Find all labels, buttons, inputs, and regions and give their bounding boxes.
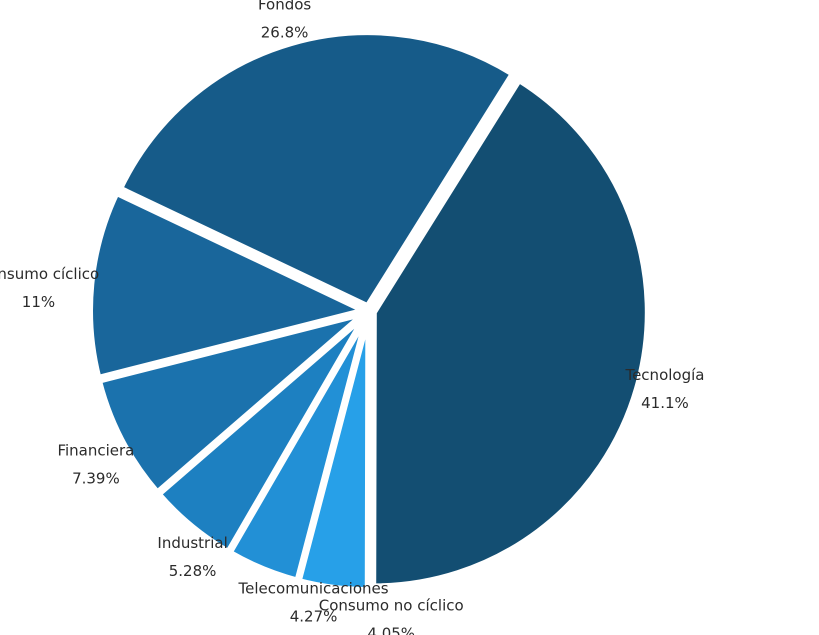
slice-percent: 7.39%	[72, 469, 120, 487]
slice-percent: 5.28%	[169, 562, 217, 580]
slice-name: Consumo no cíclico	[319, 596, 464, 614]
slice-name: Fondos	[258, 0, 311, 13]
pie-slices	[87, 29, 651, 593]
label-industrial: Industrial 5.28%	[157, 534, 227, 580]
pie-labels: Tecnología 41.1%Consumo no cíclico 4.05%Te…	[0, 0, 704, 635]
label-consumo-ciclico: Consumo cíclico 11%	[0, 265, 99, 311]
label-fondos: Fondos 26.8%	[258, 0, 311, 41]
label-tecnologia: Tecnología 41.1%	[624, 366, 704, 412]
slice-percent: 4.27%	[290, 608, 338, 626]
slice-percent: 4.05%	[367, 624, 415, 635]
slice-tecnologia[interactable]	[370, 75, 651, 590]
slice-name: Tecnología	[624, 366, 704, 384]
slice-financiera[interactable]	[95, 310, 367, 497]
slice-percent: 26.8%	[261, 23, 309, 41]
label-telecomunicaciones: Telecomunicaciones 4.27%	[238, 580, 389, 626]
slice-percent: 11%	[22, 293, 55, 311]
slice-fondos[interactable]	[116, 29, 517, 311]
slice-percent: 41.1%	[641, 394, 689, 412]
label-financiera: Financiera 7.39%	[57, 441, 134, 487]
label-consumo-no-ciclico: Consumo no cíclico 4.05%	[319, 596, 464, 635]
slice-consumo-ciclico[interactable]	[87, 188, 373, 382]
slice-name: Financiera	[57, 441, 134, 459]
slice-name: Consumo cíclico	[0, 265, 99, 283]
slice-name: Telecomunicaciones	[238, 580, 389, 598]
slice-name: Industrial	[157, 534, 227, 552]
